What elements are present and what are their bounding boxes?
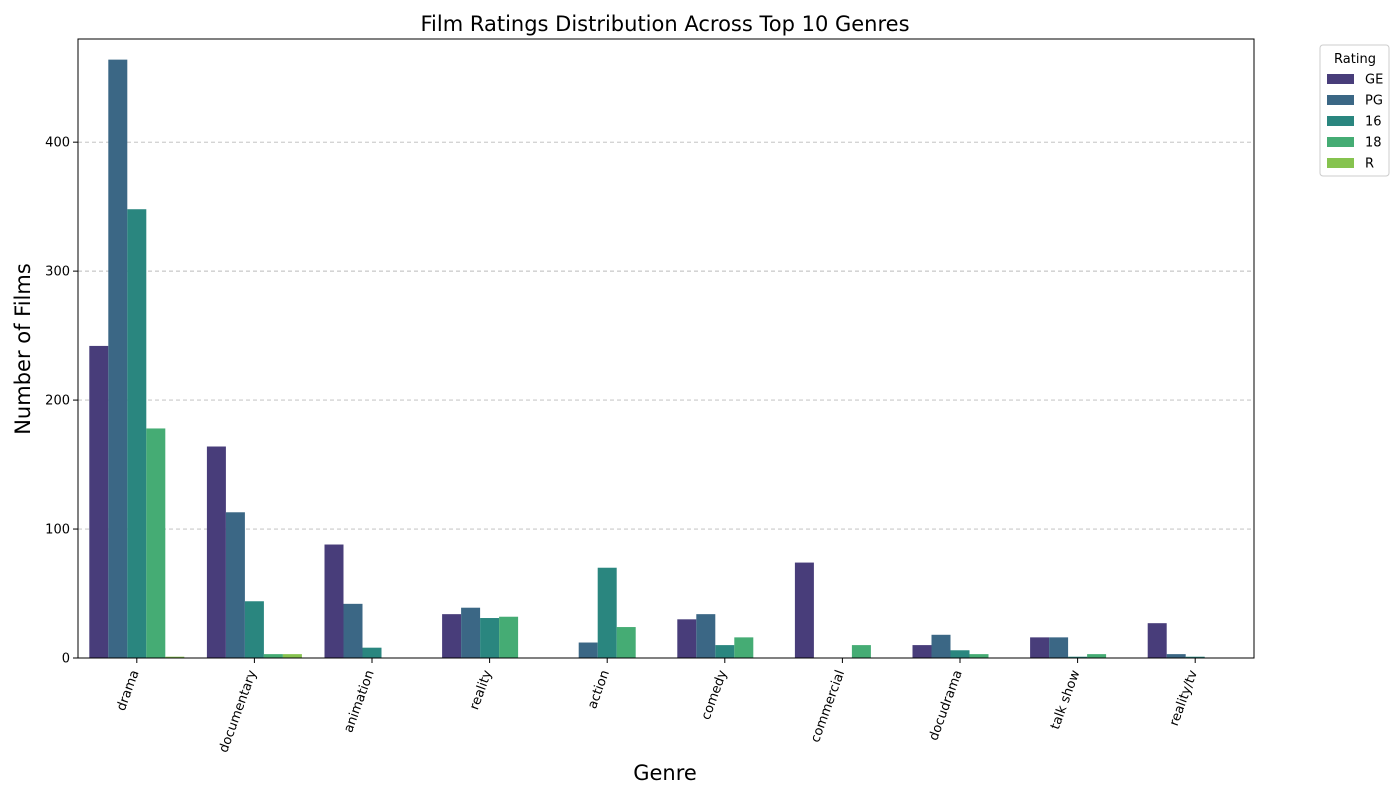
- bar-documentary-pg: [225, 512, 245, 658]
- y-axis: 0 100 200 300 400: [45, 136, 78, 667]
- bar-reality-tv-16: [1185, 656, 1205, 658]
- legend: Rating GE PG 16 18 R: [1319, 44, 1390, 177]
- bar-docudrama-18: [969, 654, 989, 658]
- bars-group: [89, 59, 1205, 658]
- x-tick-label: reality/tv: [1167, 668, 1201, 728]
- legend-label: GE: [1365, 73, 1383, 88]
- x-axis: drama documentary animation reality action co…: [114, 658, 1201, 755]
- bar-docudrama-pg: [931, 634, 951, 658]
- bar-talk-show-ge: [1030, 637, 1050, 658]
- x-tick-label: reality: [467, 668, 495, 712]
- bar-docudrama-ge: [912, 645, 932, 658]
- bar-reality-tv-ge: [1147, 623, 1167, 658]
- x-tick-label: commercial: [808, 668, 848, 744]
- y-tick-label: 400: [45, 136, 70, 151]
- bar-reality-18: [499, 616, 519, 658]
- bar-drama-r: [165, 656, 185, 658]
- bar-talk-show-pg: [1049, 637, 1069, 658]
- x-tick-label: documentary: [216, 668, 260, 755]
- bar-comedy-16: [715, 645, 735, 658]
- legend-label: R: [1365, 157, 1374, 172]
- legend-label: 16: [1365, 115, 1382, 130]
- x-tick-label: drama: [114, 668, 143, 713]
- bar-animation-pg: [343, 603, 363, 658]
- bar-commercial-ge: [794, 562, 814, 658]
- plot-frame: [77, 38, 1255, 659]
- bar-action-pg: [578, 642, 598, 658]
- bar-comedy-18: [734, 637, 754, 658]
- bar-drama-16: [127, 209, 147, 658]
- x-tick-label: animation: [341, 668, 377, 735]
- bar-talk-show-16: [1068, 656, 1088, 658]
- bar-reality-tv-pg: [1166, 654, 1186, 658]
- bar-talk-show-18: [1087, 654, 1107, 658]
- legend-swatch: [1327, 137, 1354, 147]
- x-tick-label: docudrama: [926, 668, 965, 742]
- x-tick-label: comedy: [699, 668, 731, 722]
- legend-label: PG: [1365, 94, 1383, 109]
- y-tick-label: 100: [45, 523, 70, 538]
- bar-drama-18: [146, 428, 166, 658]
- bar-comedy-pg: [696, 614, 716, 658]
- gridlines: [78, 141, 1254, 530]
- bar-action-18: [616, 627, 636, 658]
- legend-swatch: [1327, 158, 1354, 168]
- legend-swatch: [1327, 74, 1354, 84]
- bar-reality-ge: [442, 614, 462, 658]
- bar-reality-16: [480, 618, 500, 658]
- y-axis-label: Number of Films: [11, 263, 35, 435]
- y-tick-label: 200: [45, 394, 70, 409]
- bar-action-16: [597, 567, 617, 658]
- bar-documentary-18: [263, 654, 283, 658]
- bar-comedy-ge: [677, 619, 697, 658]
- legend-swatch: [1327, 116, 1354, 126]
- bar-documentary-r: [282, 654, 302, 658]
- bar-drama-pg: [108, 59, 128, 658]
- legend-title: Rating: [1334, 52, 1376, 67]
- bar-animation-ge: [324, 544, 344, 658]
- bar-animation-16: [362, 647, 382, 658]
- bar-docudrama-16: [950, 650, 970, 658]
- bar-drama-ge: [89, 345, 109, 658]
- bar-documentary-ge: [206, 446, 226, 658]
- y-tick-label: 300: [45, 265, 70, 280]
- bar-commercial-18: [851, 645, 871, 658]
- y-tick-label: 0: [62, 652, 70, 667]
- x-tick-label: action: [585, 668, 613, 711]
- x-axis-label: Genre: [633, 761, 697, 785]
- legend-label: 18: [1365, 136, 1382, 151]
- bar-documentary-16: [244, 601, 264, 658]
- chart-title: Film Ratings Distribution Across Top 10 …: [420, 12, 909, 36]
- x-tick-label: talk show: [1048, 668, 1083, 732]
- bar-reality-pg: [461, 607, 481, 658]
- legend-swatch: [1327, 95, 1354, 105]
